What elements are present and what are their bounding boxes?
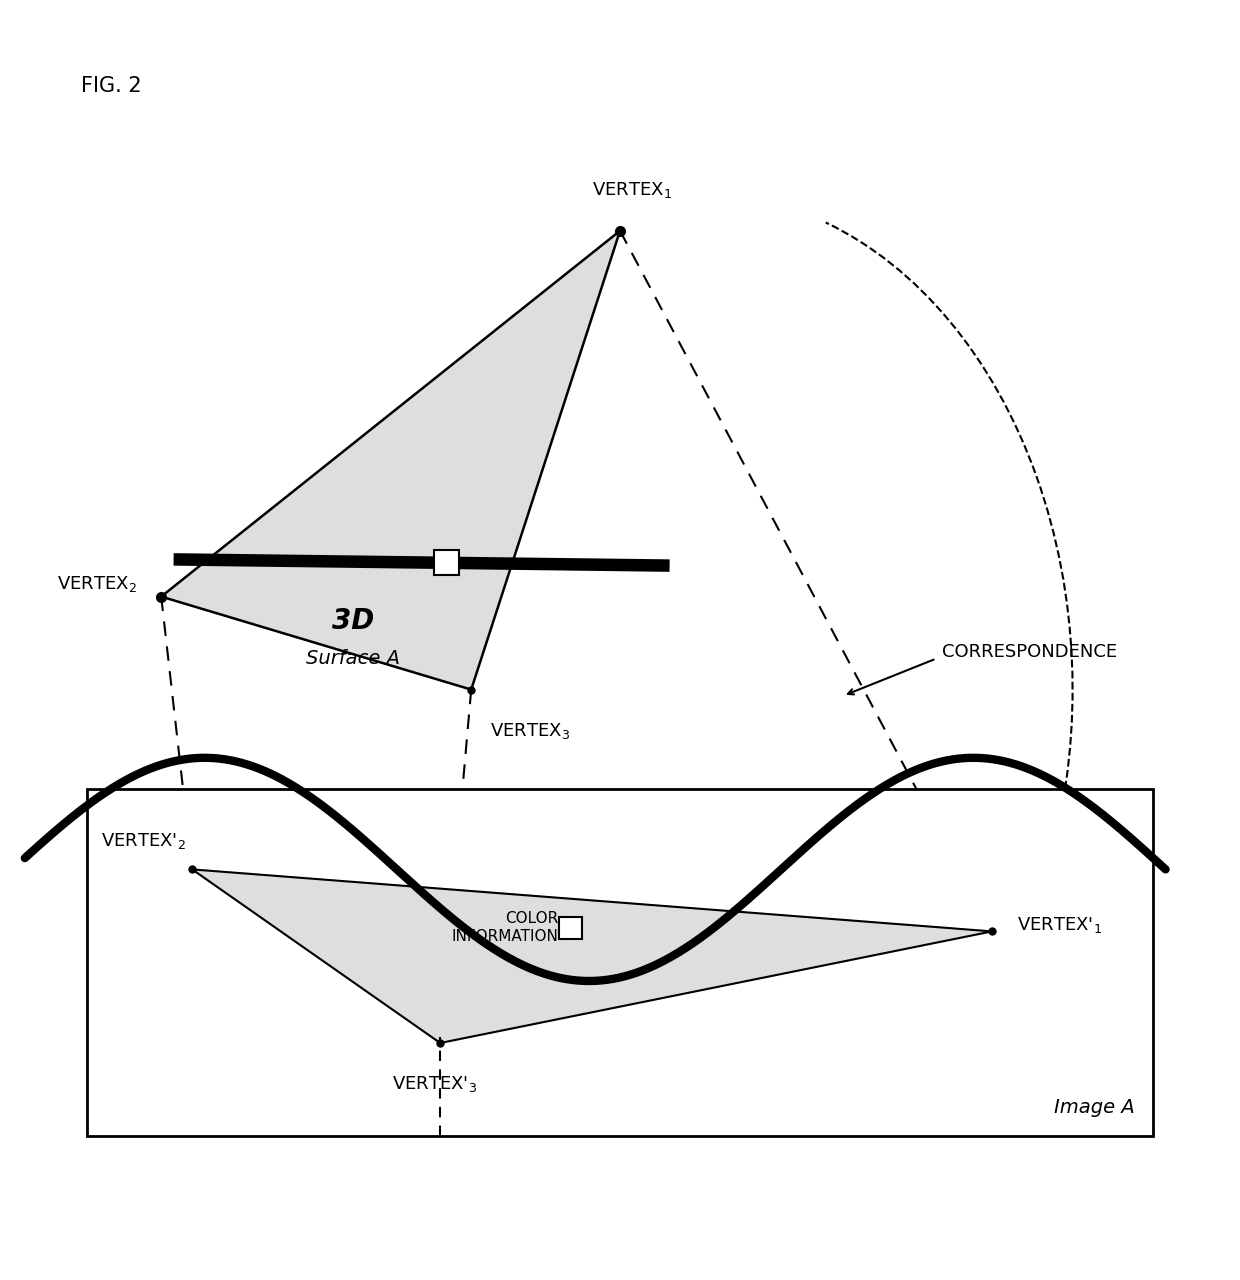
FancyBboxPatch shape [87, 788, 1153, 1137]
Text: COLOR
INFORMATION: COLOR INFORMATION [451, 911, 558, 943]
Polygon shape [161, 230, 620, 690]
Text: VERTEX'$_3$: VERTEX'$_3$ [392, 1074, 476, 1094]
Text: Image A: Image A [1054, 1098, 1135, 1117]
Text: VERTEX$_1$: VERTEX$_1$ [593, 179, 672, 200]
Text: VERTEX$_3$: VERTEX$_3$ [490, 721, 570, 741]
Text: VERTEX'$_2$: VERTEX'$_2$ [102, 831, 186, 851]
Text: CORRESPONDENCE: CORRESPONDENCE [942, 644, 1117, 662]
Text: VERTEX'$_1$: VERTEX'$_1$ [1017, 915, 1101, 936]
Bar [434, 550, 459, 575]
Text: 3D: 3D [332, 608, 374, 635]
Text: FIG. 2: FIG. 2 [81, 76, 141, 96]
Polygon shape [192, 869, 992, 1043]
Text: VERTEX$_2$: VERTEX$_2$ [57, 575, 136, 594]
Bar [559, 916, 582, 938]
Text: Surface A: Surface A [306, 649, 401, 668]
